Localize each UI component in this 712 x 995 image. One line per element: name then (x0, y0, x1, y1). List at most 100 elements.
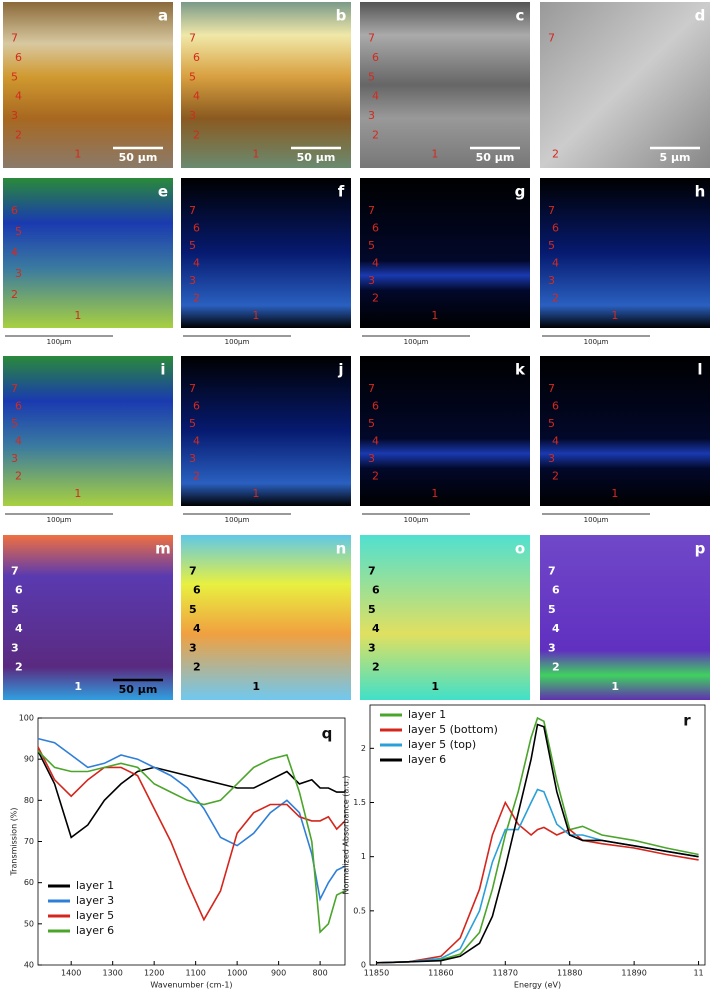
layer-label: 6 (193, 51, 200, 64)
layer-label: 7 (548, 32, 555, 45)
layer-label: 7 (548, 204, 555, 217)
x-tick-label: 1200 (144, 969, 164, 978)
scale-label: 50 µm (119, 151, 158, 164)
layer-label: 7 (548, 382, 555, 395)
y-tick-label: 60 (24, 878, 34, 887)
image-panel (3, 2, 173, 168)
layer-label: 3 (189, 641, 197, 654)
layer-label: 5 (189, 417, 196, 430)
layer-label: 2 (193, 661, 201, 674)
layer-label: 7 (368, 564, 376, 577)
y-tick-label: 1.5 (353, 798, 366, 807)
layer-label: 6 (15, 51, 22, 64)
y-tick-label: 40 (24, 961, 34, 970)
x-tick-label: 900 (271, 969, 286, 978)
layer-label: 2 (193, 128, 200, 141)
series-line (37, 737, 346, 902)
layer-label: 3 (368, 109, 375, 122)
layer-label: 3 (548, 274, 555, 287)
layer-label: 5 (368, 239, 375, 252)
layer-label: 7 (368, 382, 375, 395)
y-axis-label: Transmission (%) (10, 807, 19, 876)
layer-label: 1 (252, 309, 259, 322)
layer-label: 4 (372, 257, 379, 270)
layer-label: 1 (611, 487, 618, 500)
legend-label: layer 1 (76, 879, 114, 892)
layer-label: 4 (552, 257, 559, 270)
y-tick-label: 2 (361, 744, 366, 753)
layer-label: 4 (372, 622, 380, 635)
layer-label: 1 (431, 680, 439, 693)
x-axis-label: Energy (eV) (514, 981, 561, 990)
x-tick-label: 11890 (621, 969, 646, 978)
layer-label: 6 (552, 400, 559, 413)
image-panel (540, 2, 710, 168)
layer-label: 4 (552, 435, 559, 448)
layer-label: 5 (11, 417, 18, 430)
panel-letter: g (515, 183, 526, 201)
panel-letter: h (695, 183, 706, 201)
layer-label: 7 (189, 32, 196, 45)
panel-letter: c (516, 7, 525, 25)
layer-label: 2 (11, 288, 18, 301)
panel-letter: m (155, 540, 171, 558)
layer-label: 6 (11, 204, 18, 217)
layer-label: 1 (74, 148, 81, 161)
layer-label: 4 (15, 622, 23, 635)
layer-label: 4 (552, 622, 560, 635)
layer-label: 6 (372, 222, 379, 235)
scale-label: 100µm (47, 516, 72, 524)
layer-label: 1 (611, 309, 618, 322)
series-line (37, 746, 346, 922)
x-tick-label: 1100 (185, 969, 205, 978)
legend-label: layer 5 (bottom) (408, 723, 498, 736)
layer-label: 1 (252, 148, 259, 161)
image-panel (3, 178, 173, 328)
legend-label: layer 6 (76, 924, 114, 937)
layer-label: 5 (189, 239, 196, 252)
panel-letter: f (338, 183, 345, 201)
layer-label: 3 (15, 267, 22, 280)
layer-label: 2 (552, 470, 559, 483)
layer-label: 6 (552, 584, 560, 597)
scale-label: 100µm (225, 338, 250, 346)
panel-letter: p (695, 540, 706, 558)
layer-label: 2 (15, 128, 22, 141)
scale-label: 100µm (404, 516, 429, 524)
y-tick-label: 1 (361, 852, 366, 861)
layer-label: 7 (368, 32, 375, 45)
layer-label: 7 (11, 32, 18, 45)
x-tick-label: 1400 (61, 969, 81, 978)
plot-frame (369, 704, 706, 966)
panel-letter: b (336, 7, 347, 25)
layer-label: 4 (372, 90, 379, 103)
x-axis-label: Wavenumber (cm-1) (150, 981, 232, 990)
image-panel (181, 535, 351, 700)
layer-label: 5 (548, 603, 556, 616)
scale-label: 100µm (404, 338, 429, 346)
layer-label: 5 (548, 239, 555, 252)
layer-label: 4 (193, 622, 201, 635)
layer-label: 4 (193, 257, 200, 270)
layer-label: 2 (372, 128, 379, 141)
image-panel (3, 356, 173, 506)
x-tick-label: 800 (312, 969, 327, 978)
layer-label: 6 (372, 400, 379, 413)
panel-letter: j (337, 361, 343, 379)
layer-label: 3 (368, 452, 375, 465)
layer-label: 2 (193, 292, 200, 305)
scale-label: 5 µm (659, 151, 690, 164)
x-tick-label: 11860 (428, 969, 453, 978)
image-panel (360, 535, 530, 700)
layer-label: 7 (11, 564, 19, 577)
scale-label: 100µm (47, 338, 72, 346)
y-tick-label: 100 (19, 714, 34, 723)
layer-label: 2 (15, 470, 22, 483)
image-panel (360, 178, 530, 328)
layer-label: 6 (372, 584, 380, 597)
layer-label: 1 (74, 309, 81, 322)
layer-label: 5 (368, 603, 376, 616)
layer-label: 3 (548, 452, 555, 465)
panel-letter: e (158, 183, 168, 201)
